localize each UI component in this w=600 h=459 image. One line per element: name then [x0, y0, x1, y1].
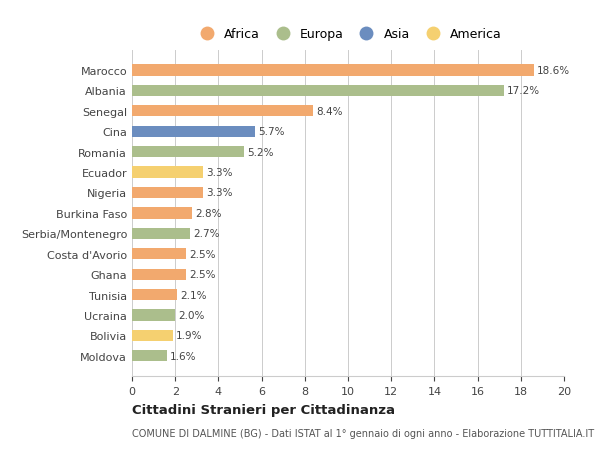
- Text: 2.8%: 2.8%: [196, 208, 222, 218]
- Bar: [132, 289, 178, 301]
- Text: 3.3%: 3.3%: [206, 168, 233, 178]
- Bar: [132, 249, 186, 260]
- Bar: [132, 208, 193, 219]
- Text: 2.1%: 2.1%: [181, 290, 207, 300]
- Text: Cittadini Stranieri per Cittadinanza: Cittadini Stranieri per Cittadinanza: [132, 403, 395, 416]
- Legend: Africa, Europa, Asia, America: Africa, Europa, Asia, America: [190, 24, 506, 45]
- Bar: [132, 106, 313, 117]
- Text: 17.2%: 17.2%: [507, 86, 540, 96]
- Text: 2.0%: 2.0%: [178, 310, 205, 320]
- Bar: [132, 269, 186, 280]
- Bar: [132, 310, 175, 321]
- Text: 18.6%: 18.6%: [537, 66, 570, 76]
- Bar: [132, 167, 203, 178]
- Bar: [132, 187, 203, 199]
- Text: 1.6%: 1.6%: [170, 351, 196, 361]
- Text: 5.2%: 5.2%: [248, 147, 274, 157]
- Bar: [132, 126, 255, 138]
- Text: 5.7%: 5.7%: [259, 127, 285, 137]
- Text: 1.9%: 1.9%: [176, 330, 203, 341]
- Bar: [132, 147, 244, 158]
- Text: COMUNE DI DALMINE (BG) - Dati ISTAT al 1° gennaio di ogni anno - Elaborazione TU: COMUNE DI DALMINE (BG) - Dati ISTAT al 1…: [132, 428, 594, 438]
- Bar: [132, 330, 173, 341]
- Text: 2.7%: 2.7%: [194, 229, 220, 239]
- Text: 2.5%: 2.5%: [189, 269, 216, 280]
- Text: 3.3%: 3.3%: [206, 188, 233, 198]
- Text: 2.5%: 2.5%: [189, 249, 216, 259]
- Bar: [132, 65, 534, 77]
- Bar: [132, 228, 190, 240]
- Bar: [132, 86, 503, 97]
- Text: 8.4%: 8.4%: [317, 106, 343, 117]
- Bar: [132, 350, 167, 362]
